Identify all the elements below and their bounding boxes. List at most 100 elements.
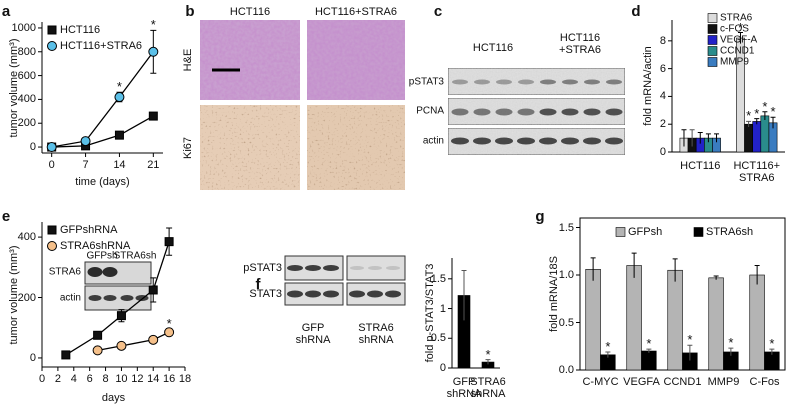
row-label: H&E [181,48,194,72]
bar [744,123,753,153]
error-bar [605,351,611,358]
blot-band [517,137,535,145]
blot-band [584,79,600,85]
blot-band [323,265,339,271]
marker [47,241,57,251]
error-bar [590,257,596,281]
error-bar [754,265,760,285]
marker [92,345,103,356]
significance-mark: * [116,79,122,95]
blot-band [451,137,469,145]
x-tick-label: GFP shRNA [446,376,482,401]
blot-band [562,79,578,85]
panel-letter: c [433,2,443,20]
marker [148,111,158,121]
error-bar [631,252,637,278]
legend-label: VEGF-A [720,34,758,46]
column-label: HCT116 [229,5,271,18]
lane-label: STRA6sh [113,250,157,262]
row-label: STAT3 [249,287,282,300]
x-tick-label: 7 [82,158,89,171]
group-label: STRA6 shRNA [358,322,394,347]
legend-label: STRA6shRNA [60,239,131,252]
x-tick-label: 10 [115,372,128,385]
bar [626,265,642,371]
x-tick-label: CCND1 [663,376,702,388]
marker [114,92,125,103]
significance-mark: * [728,334,734,350]
lane-label: GFPsh [86,250,118,262]
legend-swatch [707,46,718,56]
y-tick-label: 0 [29,140,36,153]
error-bar [746,120,752,127]
marker [61,350,71,360]
error-bar [672,258,678,282]
row-label: Ki67 [181,136,194,160]
x-tick-label: HCT116 [680,160,721,172]
row-label: actin [422,135,444,147]
blot-band [583,137,601,145]
blot-band [367,290,383,298]
blot-band [451,108,469,116]
blot-band [495,137,513,145]
marker [148,46,159,57]
legend-label: MMP9 [720,56,749,68]
column-label: HCT116+STRA6 [314,5,398,18]
panel-letter: f [255,275,261,293]
blot-band [561,137,579,145]
x-tick-label: 4 [70,372,77,385]
x-tick-label: VEGFA [623,376,660,388]
x-tick-label: 0 [48,158,55,171]
x-tick-label: 0 [38,372,46,385]
legend-swatch [707,24,718,34]
bar [641,350,657,371]
row-label: actin [59,292,81,304]
significance-mark: * [770,104,776,120]
y-tick-label: 0.0 [558,363,574,376]
blot-band [368,266,382,270]
panel-letter: g [535,207,545,225]
significance-mark: * [737,19,743,35]
significance-mark: * [769,335,775,351]
y-tick-label: 6 [659,62,666,75]
bar [749,274,765,371]
x-tick-label: STRA6 shRNA [470,376,506,401]
y-tick-label: 400 [17,93,36,106]
y-tick-label: 0 [659,145,666,158]
significance-mark: * [485,346,491,362]
x-tick-label: 16 [162,372,176,385]
blot-band [305,290,321,298]
error-bar [689,129,695,147]
ki67-image [307,105,405,190]
error-bar [705,133,711,143]
blot-band [539,108,557,116]
blot-band [474,79,490,85]
legend-label: GFPsh [628,225,663,238]
y-tick-label: 600 [17,69,36,82]
marker [116,311,126,321]
legend-swatch [707,57,718,67]
blot-band [305,265,321,271]
legend-label: STRA6 [720,12,753,24]
row-label: PCNA [416,105,444,117]
x-tick-label: MMP9 [707,376,740,388]
x-tick-label: HCT116+ STRA6 [733,160,781,185]
x-tick-label: C-MYC [582,376,619,388]
blot-band [452,79,468,85]
legend-label: STRA6sh [706,225,754,238]
marker [46,142,57,153]
panel-letter: a [1,2,11,20]
error-bar [485,359,491,365]
significance-mark: * [150,17,156,33]
marker [114,130,124,140]
line [51,115,154,148]
x-tick-label: 8 [102,372,109,385]
blot-band [473,108,491,116]
error-bar [754,118,760,125]
significance-mark: * [687,332,693,348]
marker [148,334,159,345]
blot-band [606,79,622,85]
line [51,51,154,148]
line [97,331,170,352]
error-bar [687,344,693,361]
